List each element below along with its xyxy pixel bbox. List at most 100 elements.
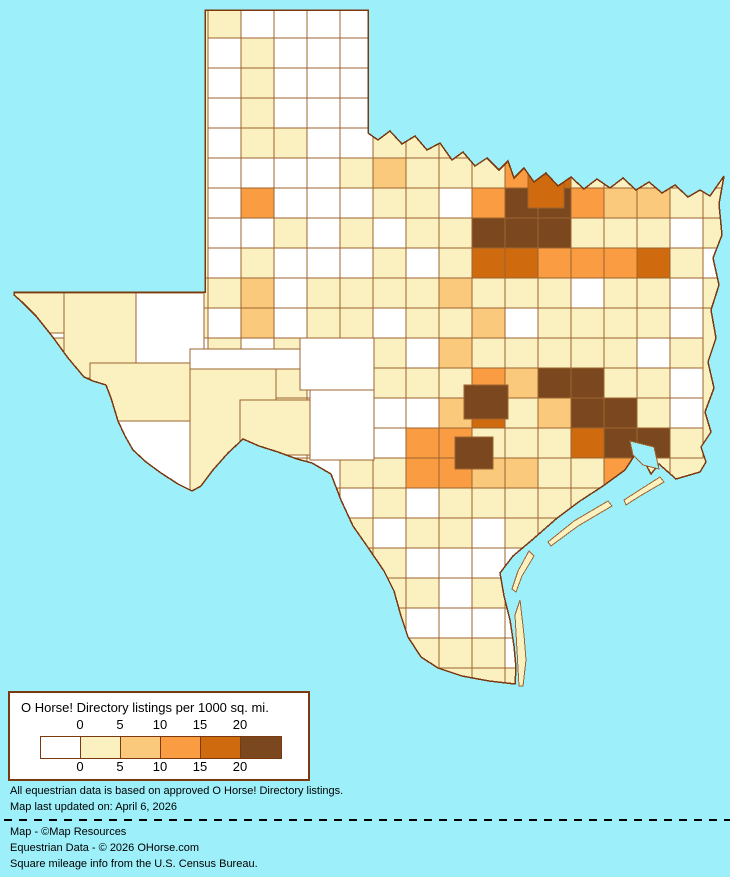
county-cell bbox=[504, 337, 539, 369]
county-cell bbox=[240, 127, 275, 159]
county-cell bbox=[438, 247, 473, 279]
county-cell bbox=[537, 427, 572, 459]
legend-tick-label: 10 bbox=[152, 759, 168, 774]
county-cell bbox=[306, 67, 341, 99]
county-cell bbox=[570, 157, 605, 189]
county-cell bbox=[339, 277, 374, 309]
county-cell bbox=[240, 247, 275, 279]
county-cell bbox=[372, 307, 407, 339]
county-large bbox=[189, 348, 301, 370]
county-cell bbox=[636, 397, 671, 429]
county-cell bbox=[636, 337, 671, 369]
county-cell bbox=[240, 10, 275, 39]
county-cell bbox=[372, 487, 407, 519]
county-cell bbox=[273, 157, 308, 189]
county-cell bbox=[438, 637, 473, 669]
county-cell bbox=[339, 217, 374, 249]
county-cell bbox=[537, 457, 572, 489]
legend-swatch bbox=[201, 737, 241, 758]
county-cell bbox=[504, 487, 539, 519]
legend-tick-label: 0 bbox=[76, 759, 84, 774]
barrier-island-galveston bbox=[623, 476, 665, 506]
county-cell bbox=[537, 277, 572, 309]
county-cell bbox=[405, 157, 440, 189]
legend-tick-label: 0 bbox=[76, 717, 84, 732]
county-cell bbox=[570, 397, 605, 429]
county-cell bbox=[405, 577, 440, 609]
legend-swatch bbox=[161, 737, 201, 758]
county-cell bbox=[669, 427, 704, 459]
county-cell bbox=[405, 127, 440, 159]
legend-tick-label: 15 bbox=[192, 759, 208, 774]
county-cell bbox=[207, 487, 242, 519]
county-cell bbox=[636, 187, 671, 219]
county-cell bbox=[405, 487, 440, 519]
county-cell bbox=[306, 247, 341, 279]
county-cell bbox=[471, 517, 506, 549]
county-cell bbox=[273, 37, 308, 69]
county-cell bbox=[471, 487, 506, 519]
county-cell bbox=[207, 307, 242, 339]
county-cell bbox=[669, 277, 704, 309]
county-cell bbox=[339, 247, 374, 279]
county-cell bbox=[702, 157, 724, 189]
county-cell bbox=[405, 427, 440, 459]
county-cell bbox=[273, 217, 308, 249]
county-cell bbox=[339, 457, 374, 489]
county-cell bbox=[405, 187, 440, 219]
county-cell bbox=[306, 487, 341, 519]
data-credit: Equestrian Data - © 2026 OHorse.com bbox=[10, 842, 200, 854]
county-cell bbox=[471, 217, 506, 249]
county-cell bbox=[306, 277, 341, 309]
divider-dashed-line bbox=[4, 819, 730, 821]
county-cell bbox=[372, 397, 407, 429]
county-cell bbox=[306, 37, 341, 69]
county-cell bbox=[306, 157, 341, 189]
county-cell bbox=[339, 157, 374, 189]
county-cell bbox=[306, 187, 341, 219]
county-cell bbox=[405, 307, 440, 339]
county-grid bbox=[14, 10, 724, 684]
county-cell bbox=[603, 367, 638, 399]
county-cell bbox=[504, 277, 539, 309]
county-cell bbox=[207, 127, 242, 159]
county-cell bbox=[471, 277, 506, 309]
legend-tick-label: 10 bbox=[152, 717, 168, 732]
county-cell bbox=[306, 97, 341, 129]
county-cell bbox=[339, 307, 374, 339]
county-cell bbox=[405, 277, 440, 309]
county-cell bbox=[603, 397, 638, 429]
county-cell bbox=[273, 247, 308, 279]
county-cell bbox=[42, 367, 77, 399]
county-cell bbox=[537, 487, 572, 519]
county-large bbox=[299, 337, 375, 391]
county-cell bbox=[471, 577, 506, 609]
county-cell bbox=[537, 337, 572, 369]
county-cell bbox=[669, 247, 704, 279]
county-cell bbox=[240, 457, 275, 489]
legend-tick-label: 5 bbox=[116, 717, 124, 732]
county-cell bbox=[372, 247, 407, 279]
county-cell bbox=[537, 307, 572, 339]
county-cell bbox=[603, 157, 638, 189]
county-cell bbox=[306, 127, 341, 159]
county-cell bbox=[273, 457, 308, 489]
county-cell bbox=[570, 427, 605, 459]
county-cell bbox=[603, 247, 638, 279]
county-cell bbox=[438, 547, 473, 579]
county-cell bbox=[570, 337, 605, 369]
county-cell bbox=[669, 157, 704, 189]
county-large bbox=[89, 362, 191, 422]
county-cell bbox=[339, 517, 374, 549]
legend-tick-label: 20 bbox=[232, 717, 248, 732]
county-cell bbox=[471, 637, 506, 669]
state-border bbox=[13, 9, 725, 685]
county-cell bbox=[240, 37, 275, 69]
county-cell bbox=[240, 187, 275, 219]
county-cell bbox=[273, 67, 308, 99]
county-large bbox=[239, 399, 311, 456]
county-cell bbox=[405, 217, 440, 249]
legend-tick-label: 20 bbox=[232, 759, 248, 774]
map-credit: Map - ©Map Resources bbox=[10, 826, 127, 838]
legend-tick-label: 5 bbox=[116, 759, 124, 774]
